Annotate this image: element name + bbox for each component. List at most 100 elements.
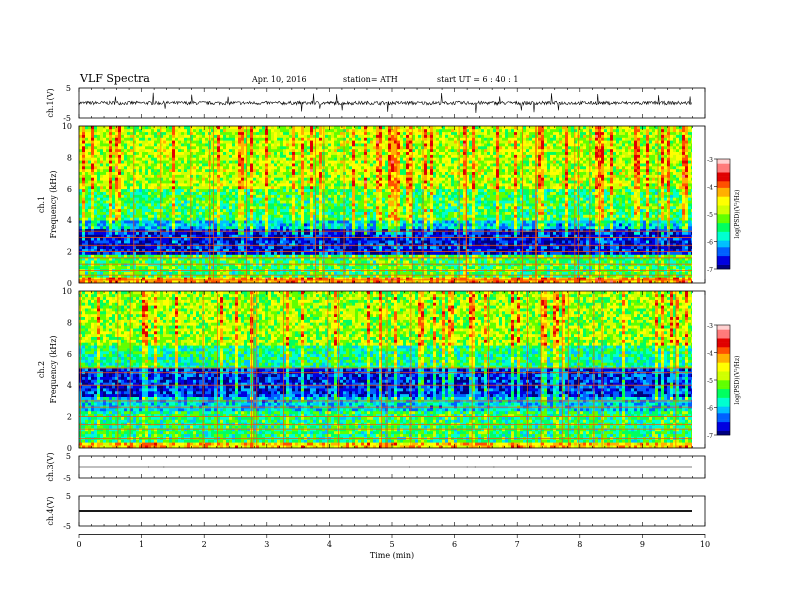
spectrogram-cell [268,157,271,161]
spectrogram-cell [280,174,283,178]
spectrogram-cell [112,163,115,167]
spectrogram-cell [97,166,100,170]
spectrogram-cell [121,151,124,155]
spectrogram-cell [292,128,295,133]
spectrogram-cell [316,140,319,144]
spectrogram-cell [118,137,121,141]
spectrogram-cell [337,154,340,158]
spectrogram-cell [157,240,160,244]
spectrogram-cell [295,146,298,150]
spectrogram-cell [226,274,229,278]
spectrogram-cell [190,231,193,235]
spectrogram-cell [217,251,220,255]
spectrogram-cell [190,217,193,221]
spectrogram-cell [274,211,277,215]
spectrogram-cell [154,160,157,164]
spectrogram-cell [226,154,229,158]
spectrogram-cell [154,277,157,281]
spectrogram-cell [163,163,166,167]
spectrogram-cell [340,271,343,275]
spectrogram-cell [79,251,82,255]
spectrogram-cell [304,143,307,147]
spectrogram-cell [292,197,295,201]
spectrogram-cell [238,243,241,247]
spectrogram-cell [133,191,136,195]
spectrogram-cell [172,140,175,144]
spectrogram-cell [301,171,304,175]
spectrogram-cell [307,234,310,238]
spectrogram-cell [94,265,97,270]
spectrogram-cell [145,128,148,133]
spectrogram-cell [211,143,214,147]
spectrogram-cell [313,254,316,258]
spectrogram-cell [289,148,292,152]
spectrogram-cell [235,157,238,161]
spectrogram-cell [244,148,247,152]
spectrogram-cell [337,260,340,264]
spectrogram-cell [295,254,298,258]
spectrogram-cell [127,154,130,158]
spectrogram-cell [304,234,307,238]
spectrogram-cell [316,225,319,230]
spectrogram-cell [196,174,199,178]
spectrogram-cell [235,174,238,178]
spectrogram-cell [148,185,151,190]
spectrogram-cell [253,205,256,210]
spectrogram-cell [292,134,295,138]
spectrogram-cell [328,168,331,172]
spectrogram-cell [301,185,304,190]
spectrogram-cell [142,131,145,135]
spectrogram-cell [331,157,334,161]
spectrogram-cell [139,277,142,281]
spectrogram-cell [178,177,181,181]
spectrogram-cell [334,126,337,130]
spectrogram-cell [181,171,184,175]
spectrogram-cell [250,211,253,215]
spectrogram-cell [343,237,346,241]
spectrogram-cell [277,166,280,170]
spectrogram-cell [337,251,340,255]
spectrogram-cell [142,128,145,133]
spectrogram-cell [277,134,280,138]
spectrogram-cell [82,191,85,195]
spectrogram-cell [181,231,184,235]
spectrogram-cell [181,228,184,232]
spectrogram-cell [190,240,193,244]
spectrogram-cell [163,245,166,250]
spectrogram-cell [217,211,220,215]
spectrogram-cell [163,243,166,247]
spectrogram-cell [268,245,271,250]
spectrogram-cell [328,214,331,218]
spectrogram-cell [148,180,151,184]
spectrogram-cell [196,214,199,218]
spectrogram-cell [82,154,85,158]
spectrogram-cell [88,211,91,215]
spectrogram-cell [229,146,232,150]
spectrogram-cell [265,131,268,135]
spectrogram-cell [262,231,265,235]
spectrogram-cell [343,248,346,252]
spectrogram-cell [244,200,247,204]
spectrogram-cell [88,217,91,221]
spectrogram-cell [319,194,322,198]
spectrogram-cell [241,248,244,252]
spectrogram-cell [145,257,148,261]
spectrogram-cell [286,194,289,198]
spectrogram-cell [148,171,151,175]
spectrogram-cell [202,277,205,281]
spectrogram-cell [274,208,277,212]
spectrogram-cell [241,234,244,238]
spectrogram-cell [235,208,238,212]
spectrogram-cell [226,143,229,147]
spectrogram-cell [115,166,118,170]
spectrogram-cell [292,271,295,275]
spectrogram-cell [262,157,265,161]
spectrogram-cell [310,274,313,278]
spectrogram-cell [103,257,106,261]
spectrogram-cell [124,166,127,170]
spectrogram-cell [214,205,217,210]
spectrogram-cell [184,217,187,221]
spectrogram-cell [250,234,253,238]
spectrogram-cell [328,237,331,241]
spectrogram-cell [316,174,319,178]
